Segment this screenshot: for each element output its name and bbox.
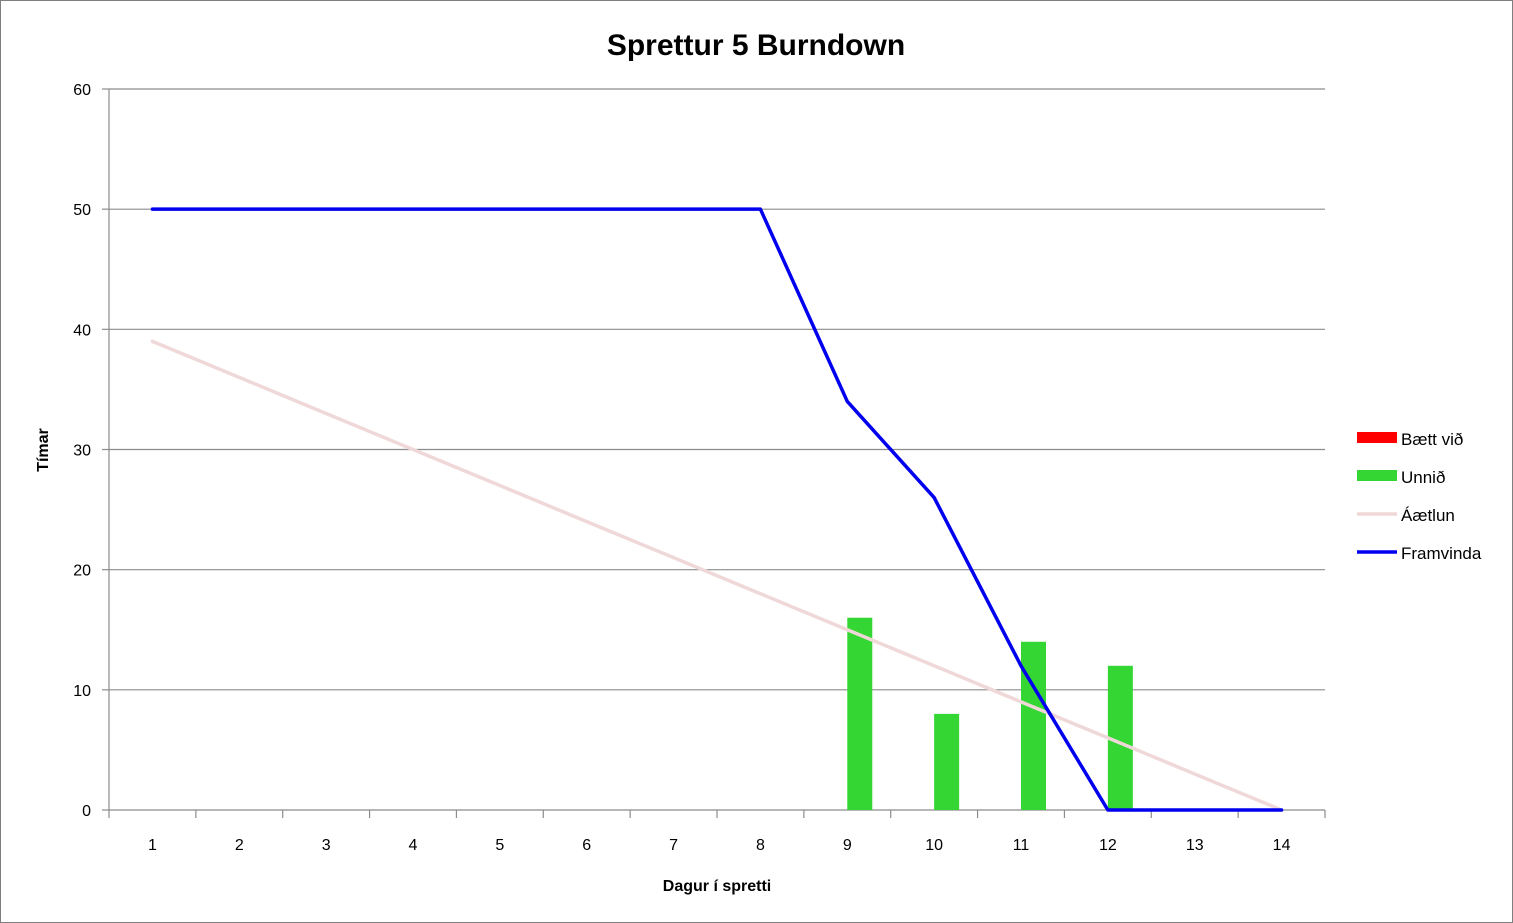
y-tick-label: 40 [73,322,91,339]
y-tick-label: 60 [73,82,91,99]
x-tick-label: 11 [1013,837,1030,854]
chart-title: Sprettur 5 Burndown [607,29,905,62]
x-tick-label: 14 [1273,837,1291,854]
x-tick-label: 6 [582,837,591,854]
x-tick-label: 12 [1099,837,1117,854]
legend: Bætt við Unnið Áætlun Framvinda [1357,430,1482,563]
y-tick-label: 30 [73,443,91,460]
y-tick-label: 0 [82,803,91,820]
legend-label: Unnið [1401,468,1445,487]
y-tick-label: 10 [73,683,91,700]
y-tick-label: 20 [73,563,91,580]
x-tick-label: 7 [669,837,678,854]
x-axis-title: Dagur í spretti [663,878,771,895]
gridlines [109,88,1325,691]
bar-unnið-day-11 [1021,641,1046,810]
legend-swatch [1357,432,1397,443]
legend-swatch [1357,470,1397,481]
x-tick-label: 10 [925,837,943,854]
bar-unnið-day-10 [934,713,960,810]
legend-label: Áætlun [1401,506,1455,525]
x-tick-label: 5 [495,837,504,854]
x-tick-label: 3 [322,837,331,854]
legend-label: Framvinda [1401,544,1482,563]
x-tick-label: 2 [235,837,244,854]
x-tick-label: 4 [409,837,418,854]
x-axis-ticks: 1 2 3 4 5 6 7 8 9 10 11 12 13 14 [108,810,1326,854]
x-tick-label: 9 [843,837,852,854]
x-tick-label: 8 [756,837,765,854]
lines [150,207,1284,812]
bar-unnið-day-9 [847,617,873,810]
x-tick-label: 13 [1186,837,1204,854]
y-axis-title: Tímar [35,428,52,472]
bars [847,617,1133,810]
x-tick-label: 1 [148,837,157,854]
line-framvinda [150,207,1284,812]
y-tick-label: 50 [73,202,91,219]
legend-label: Bætt við [1401,430,1463,449]
line-áætlun [150,339,1284,812]
y-axis-ticks: 0 10 20 30 40 50 60 [73,82,109,820]
